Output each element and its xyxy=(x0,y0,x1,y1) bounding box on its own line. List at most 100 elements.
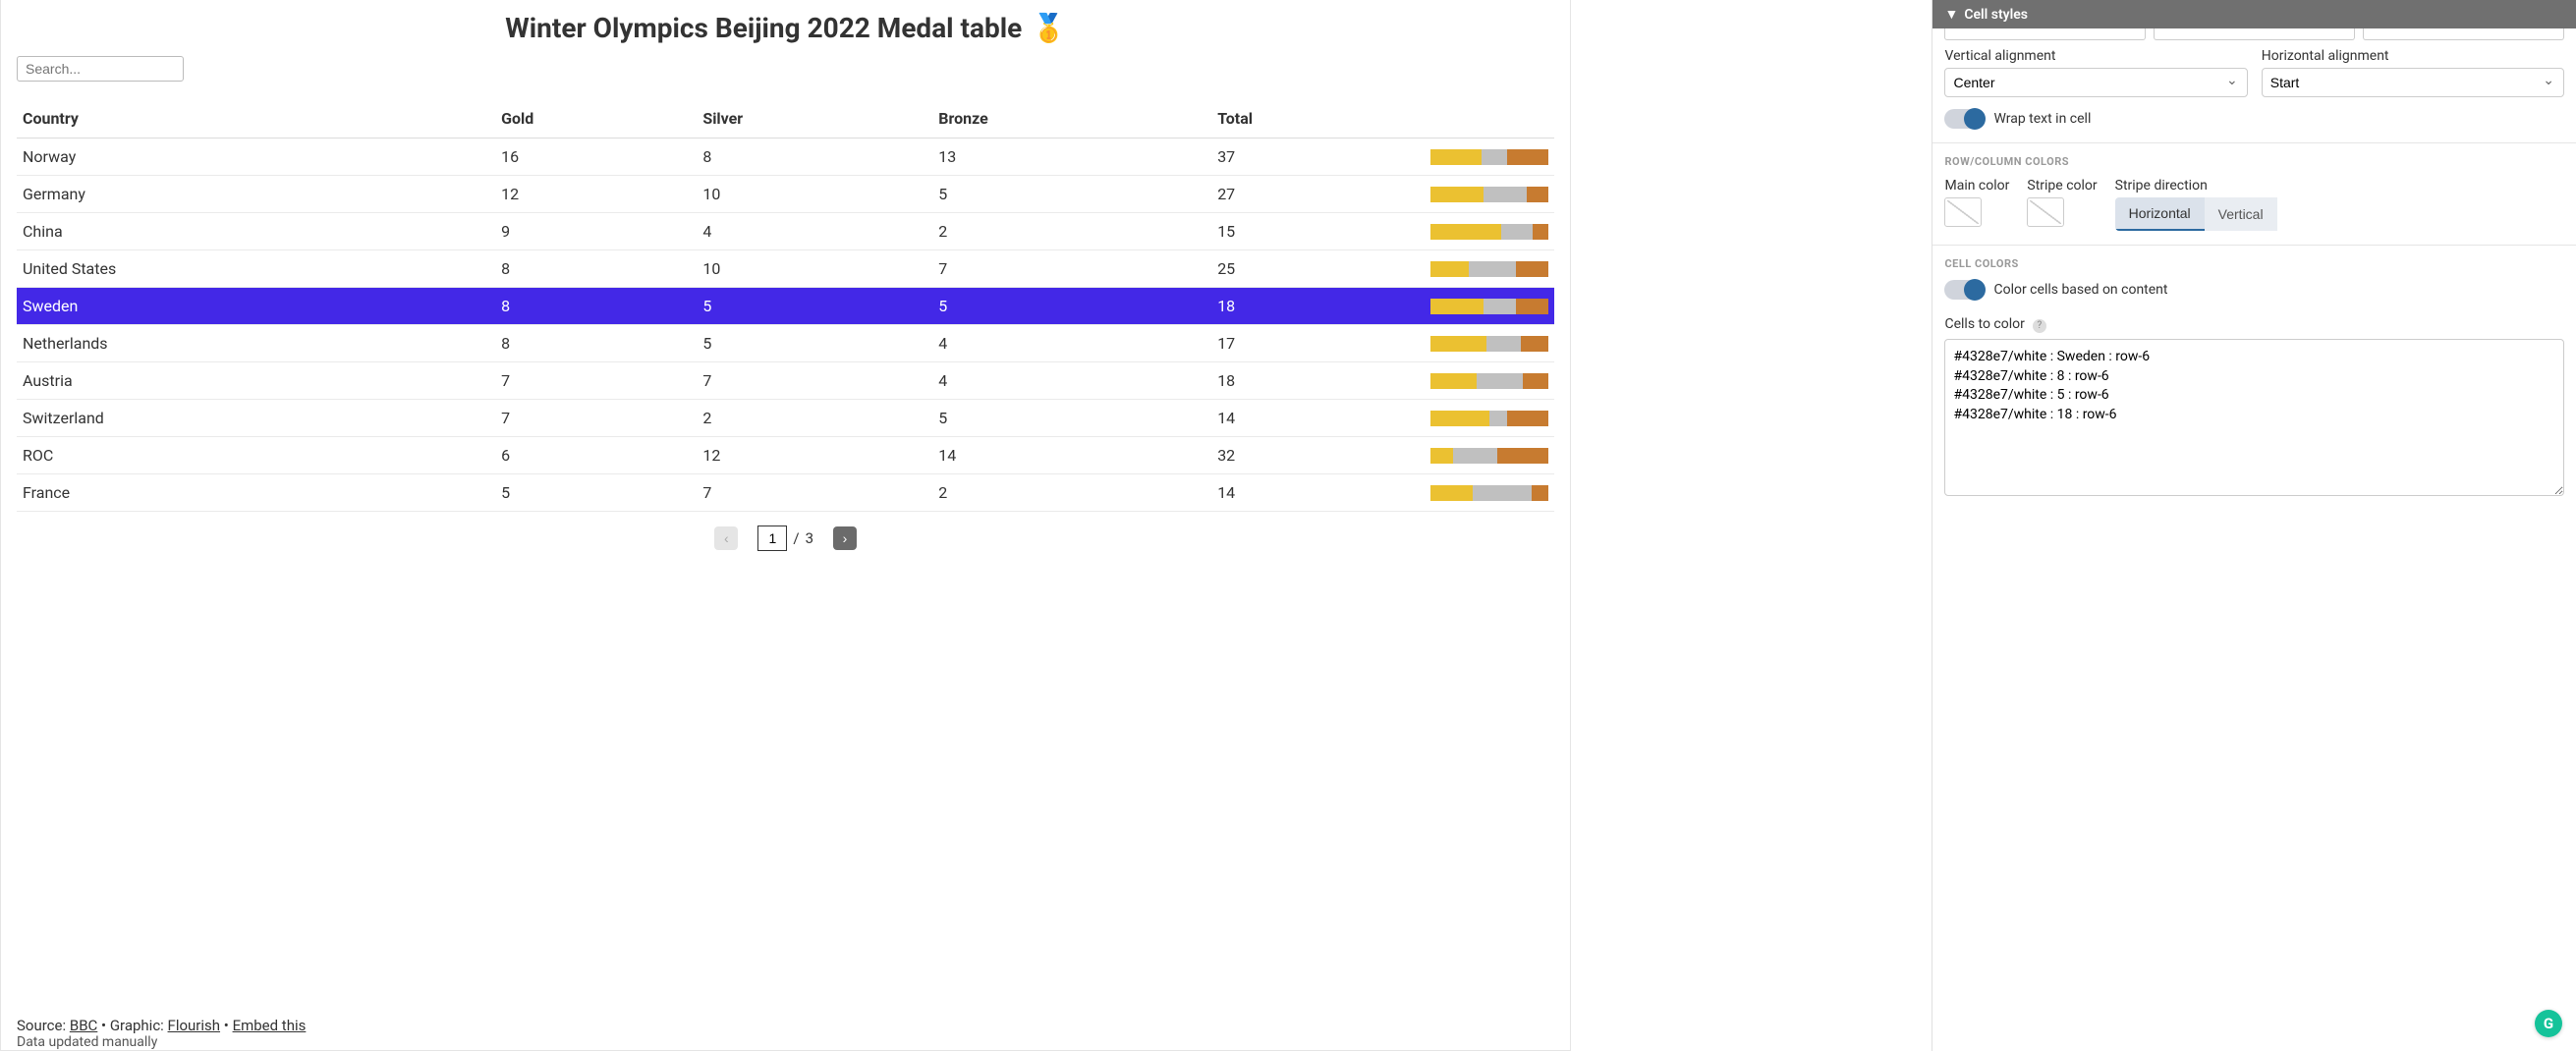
search-input[interactable] xyxy=(17,56,184,82)
table-row[interactable]: ROC6121432 xyxy=(17,437,1554,474)
table-cell: Switzerland xyxy=(17,400,495,437)
embed-link[interactable]: Embed this xyxy=(233,1017,307,1034)
medal-bar xyxy=(1425,213,1554,250)
footer: Source: BBC • Graphic: Flourish • Embed … xyxy=(1,1009,1570,1050)
column-header[interactable]: Total xyxy=(1211,99,1425,138)
table-cell: 16 xyxy=(495,138,697,176)
table-cell: 5 xyxy=(932,400,1211,437)
table-row[interactable]: Switzerland72514 xyxy=(17,400,1554,437)
graphic-label: Graphic: xyxy=(110,1017,168,1034)
medal-bar xyxy=(1425,138,1554,176)
table-cell: 7 xyxy=(495,362,697,400)
medal-table: CountryGoldSilverBronzeTotal Norway16813… xyxy=(17,99,1554,512)
column-header[interactable]: Silver xyxy=(697,99,932,138)
table-cell: 37 xyxy=(1211,138,1425,176)
settings-panel: ▼ Cell styles Vertical alignment Center … xyxy=(1932,0,2576,1051)
table-row[interactable]: China94215 xyxy=(17,213,1554,250)
table-cell: 32 xyxy=(1211,437,1425,474)
source-label: Source: xyxy=(17,1017,70,1034)
table-cell: 10 xyxy=(697,176,932,213)
chevron-down-icon: ▼ xyxy=(1944,6,1958,23)
table-cell: 4 xyxy=(932,325,1211,362)
table-cell: 5 xyxy=(697,288,932,325)
table-row[interactable]: France57214 xyxy=(17,474,1554,512)
table-row[interactable]: Austria77418 xyxy=(17,362,1554,400)
table-cell: 14 xyxy=(1211,400,1425,437)
table-cell: Germany xyxy=(17,176,495,213)
page-total: 3 xyxy=(806,529,813,547)
accordion-cell-styles[interactable]: ▼ Cell styles xyxy=(1932,0,2576,28)
table-cell: Sweden xyxy=(17,288,495,325)
table-cell: 8 xyxy=(495,288,697,325)
table-row[interactable]: Sweden85518 xyxy=(17,288,1554,325)
spacer xyxy=(1571,0,1932,1051)
table-row[interactable]: Germany1210527 xyxy=(17,176,1554,213)
truncated-control[interactable] xyxy=(2154,28,2355,40)
page-number-input[interactable] xyxy=(757,526,787,551)
cells-to-color-label: Cells to color xyxy=(1944,316,2024,332)
truncated-control[interactable] xyxy=(1944,28,2146,40)
stripe-color-swatch[interactable] xyxy=(2027,197,2064,227)
valign-select[interactable]: Center xyxy=(1944,68,2247,97)
table-cell: 15 xyxy=(1211,213,1425,250)
table-cell: Netherlands xyxy=(17,325,495,362)
grammarly-icon[interactable]: G xyxy=(2535,1010,2562,1037)
source-link[interactable]: BBC xyxy=(70,1017,97,1034)
table-cell: 7 xyxy=(495,400,697,437)
table-cell: Norway xyxy=(17,138,495,176)
table-cell: 5 xyxy=(932,288,1211,325)
table-cell: 5 xyxy=(697,325,932,362)
cellcolors-heading: CELL COLORS xyxy=(1944,257,2564,270)
table-cell: 13 xyxy=(932,138,1211,176)
page-sep: / xyxy=(793,529,799,547)
column-header[interactable]: Gold xyxy=(495,99,697,138)
table-cell: 12 xyxy=(495,176,697,213)
table-cell: 5 xyxy=(495,474,697,512)
medal-bar xyxy=(1425,325,1554,362)
stripe-dir-horizontal[interactable]: Horizontal xyxy=(2115,197,2205,231)
table-cell: 4 xyxy=(697,213,932,250)
table-row[interactable]: Norway1681337 xyxy=(17,138,1554,176)
table-cell: 9 xyxy=(495,213,697,250)
table-cell: 6 xyxy=(495,437,697,474)
column-header[interactable]: Country xyxy=(17,99,495,138)
stripe-dir-vertical[interactable]: Vertical xyxy=(2205,197,2277,231)
table-row[interactable]: United States810725 xyxy=(17,250,1554,288)
medal-bar xyxy=(1425,288,1554,325)
page-prev-button[interactable]: ‹ xyxy=(714,526,738,550)
table-cell: 8 xyxy=(495,325,697,362)
table-cell: 2 xyxy=(932,213,1211,250)
main-color-swatch[interactable] xyxy=(1944,197,1982,227)
color-cells-label: Color cells based on content xyxy=(1993,282,2167,298)
stripe-dir-label: Stripe direction xyxy=(2115,178,2564,194)
footer-sub: Data updated manually xyxy=(17,1034,1554,1050)
medal-bar xyxy=(1425,400,1554,437)
help-icon[interactable]: ? xyxy=(2033,319,2046,333)
medal-bar xyxy=(1425,176,1554,213)
medal-bar xyxy=(1425,250,1554,288)
wrap-text-toggle[interactable] xyxy=(1944,109,1984,129)
table-cell: 4 xyxy=(932,362,1211,400)
medal-bar xyxy=(1425,437,1554,474)
table-row[interactable]: Netherlands85417 xyxy=(17,325,1554,362)
cells-to-color-textarea[interactable] xyxy=(1944,339,2564,496)
medal-icon: 🥇 xyxy=(1032,12,1066,44)
table-cell: 18 xyxy=(1211,362,1425,400)
page-next-button[interactable]: › xyxy=(833,526,857,550)
table-cell: 2 xyxy=(932,474,1211,512)
truncated-control[interactable] xyxy=(2363,28,2564,40)
table-cell: 12 xyxy=(697,437,932,474)
accordion-title: Cell styles xyxy=(1964,7,2028,23)
table-cell: 10 xyxy=(697,250,932,288)
stripe-color-label: Stripe color xyxy=(2027,178,2097,194)
table-cell: 18 xyxy=(1211,288,1425,325)
column-header[interactable]: Bronze xyxy=(932,99,1211,138)
page-title: Winter Olympics Beijing 2022 Medal table xyxy=(505,12,1022,44)
color-cells-toggle[interactable] xyxy=(1944,280,1984,300)
table-cell: Austria xyxy=(17,362,495,400)
graphic-link[interactable]: Flourish xyxy=(168,1017,221,1034)
title-row: Winter Olympics Beijing 2022 Medal table… xyxy=(1,0,1570,52)
valign-label: Vertical alignment xyxy=(1944,48,2247,64)
halign-select[interactable]: Start xyxy=(2262,68,2564,97)
medal-bar xyxy=(1425,474,1554,512)
